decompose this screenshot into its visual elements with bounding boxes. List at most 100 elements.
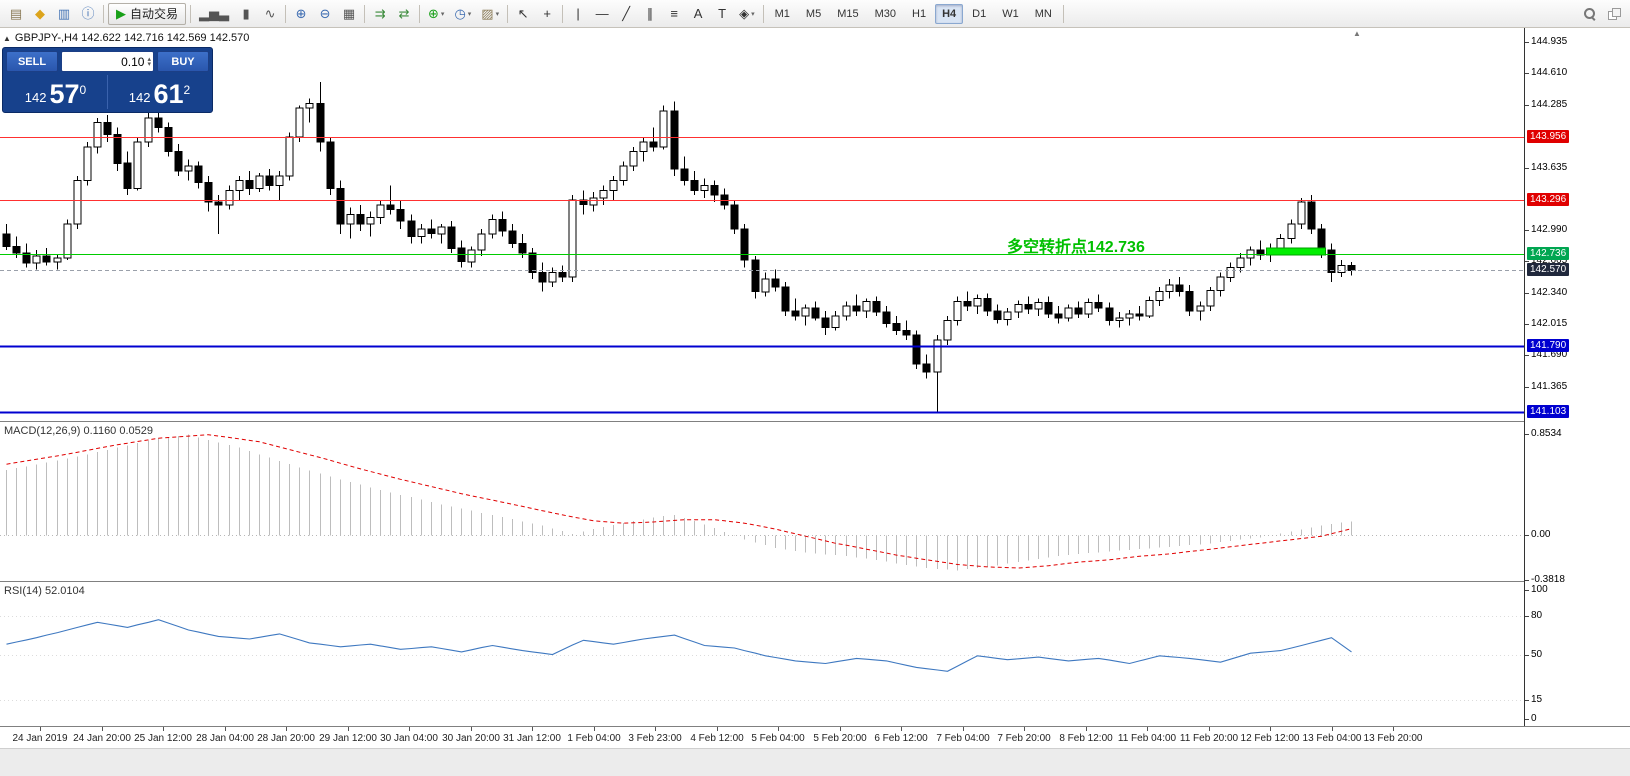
time-tick: [594, 727, 595, 731]
rsi-axis-tick: [1525, 590, 1529, 591]
text-button[interactable]: A: [687, 3, 709, 25]
zoom-in-icon: ⊕: [295, 6, 307, 21]
chart-shift-marker-icon: ▲: [1353, 29, 1361, 38]
candle-body: [1276, 238, 1285, 249]
volume-field[interactable]: 0.10 ▴ ▾: [61, 51, 154, 72]
market-watch-button[interactable]: ▥: [53, 3, 75, 25]
time-tick: [655, 727, 656, 731]
templates-button[interactable]: ▨ ▾: [477, 3, 503, 25]
fibonacci-button[interactable]: ≡: [663, 3, 685, 25]
toolbar-group-chart-type: ▂▅▃ ▮ ∿: [195, 3, 281, 25]
candle-body: [872, 300, 881, 313]
time-axis[interactable]: 24 Jan 2019 24 Jan 20:00 25 Jan 12:00 28 Ja…: [0, 726, 1630, 748]
toolbar-separator: [285, 4, 287, 23]
timeframe-m15[interactable]: M15: [837, 7, 859, 20]
timeframe-h1[interactable]: H1: [912, 7, 927, 20]
line-chart-button[interactable]: ∿: [259, 3, 281, 25]
search-button[interactable]: [1579, 3, 1601, 25]
candle-body: [1175, 284, 1184, 293]
candle-body: [255, 175, 264, 189]
toolbar-separator: [562, 4, 564, 23]
sell-price[interactable]: 142 57 0: [6, 75, 105, 109]
cursor-button[interactable]: ↖: [512, 3, 534, 25]
timeframe-m1[interactable]: M1: [774, 7, 790, 20]
chart-shift-button[interactable]: ⇄: [393, 3, 415, 25]
candle-body: [295, 107, 304, 138]
rsi-axis-tick: [1525, 655, 1529, 656]
indicators-button[interactable]: ⊕ ▾: [424, 3, 448, 25]
candle-body: [1094, 301, 1103, 309]
autotrading-button-button[interactable]: ▶ 自动交易: [108, 2, 187, 25]
periods-button[interactable]: ◷ ▾: [450, 3, 475, 25]
sell-button[interactable]: SELL: [6, 51, 58, 72]
time-tick-label: 24 Jan 2019: [12, 733, 68, 744]
main-chart-pane[interactable]: ▲ GBPJPY-,H4 142.622 142.716 142.569 142…: [0, 28, 1524, 421]
candle-body: [83, 146, 92, 182]
buy-price[interactable]: 142 61 2: [110, 75, 209, 109]
zoom-out-button[interactable]: ⊖: [314, 3, 336, 25]
pivot-annotation[interactable]: 多空转折点142.736: [1007, 239, 1145, 256]
candle-body: [892, 323, 901, 331]
price-axis[interactable]: 144.935 144.610 144.285 143.635 142.990 142.6…: [1524, 28, 1630, 726]
candle-body: [1105, 307, 1114, 322]
new-window-button[interactable]: [1603, 3, 1625, 25]
time-tick-label: 1 Feb 04:00: [567, 733, 621, 744]
volume-spinner[interactable]: ▴ ▾: [147, 55, 151, 68]
text-icon: A: [693, 6, 703, 21]
time-tick: [1024, 727, 1025, 731]
auto-scroll-button[interactable]: ⇉: [369, 3, 391, 25]
sell-price-sup: 0: [79, 83, 87, 97]
tile-windows-button[interactable]: ▦: [338, 3, 360, 25]
toolbar-separator: [190, 4, 192, 23]
rsi-pane[interactable]: RSI(14) 52.0104: [0, 581, 1524, 726]
time-tick-label: 13 Feb 04:00: [1302, 733, 1362, 744]
candle-body: [993, 310, 1002, 321]
candlestick-chart-button[interactable]: ▮: [235, 3, 257, 25]
shapes-button[interactable]: ◈ ▾: [735, 3, 759, 25]
auto-scroll-icon: ⇉: [374, 6, 386, 21]
bar-chart-button[interactable]: ▂▅▃: [195, 3, 233, 25]
pivot-highlight-segment[interactable]: [1266, 247, 1326, 256]
data-window-button[interactable]: ⓘ: [77, 3, 99, 25]
candle-body: [467, 249, 476, 263]
shapes-icon: ◈: [739, 6, 750, 21]
toolbar-separator: [762, 4, 764, 23]
timeframe-m5[interactable]: M5: [805, 7, 822, 20]
symbol-info: ▲ GBPJPY-,H4 142.622 142.716 142.569 142…: [3, 32, 249, 44]
candle-body: [902, 329, 911, 336]
price-badge: 143.296: [1527, 193, 1570, 206]
oct-collapse-toggle[interactable]: ▲: [3, 33, 11, 43]
crosshair-button[interactable]: +: [536, 3, 558, 25]
horizontal-line-button[interactable]: —: [591, 3, 613, 25]
chart-profiles-button[interactable]: ◆: [29, 3, 51, 25]
time-tick-label: 6 Feb 12:00: [874, 733, 928, 744]
timeframe-h4[interactable]: H4: [935, 3, 964, 24]
new-order-button[interactable]: ▤: [5, 3, 27, 25]
channel-button[interactable]: ∥: [639, 3, 661, 25]
price-tick-label: 143.635: [1531, 162, 1568, 173]
trendline-button[interactable]: ╱: [615, 3, 637, 25]
text-label-button[interactable]: T: [711, 3, 733, 25]
time-tick-label: 24 Jan 20:00: [73, 733, 131, 744]
templates-icon: ▨: [481, 6, 494, 21]
timeframe-d1[interactable]: D1: [972, 7, 987, 20]
candle-body: [538, 271, 547, 283]
search-icon: [1584, 7, 1596, 20]
zoom-in-button[interactable]: ⊕: [290, 3, 312, 25]
price-tick-label: 142.340: [1531, 287, 1568, 298]
time-tick: [963, 727, 964, 731]
timeframe-w1[interactable]: W1: [1002, 7, 1019, 20]
volume-down-icon[interactable]: ▾: [147, 60, 151, 68]
volume-up-icon[interactable]: ▴: [147, 55, 151, 63]
macd-pane[interactable]: MACD(12,26,9) 0.1160 0.0529: [0, 421, 1524, 581]
dropdown-caret-icon: ▾: [440, 10, 445, 18]
buy-price-main: 142: [128, 90, 151, 105]
text-label-icon: T: [718, 6, 727, 21]
candle-body: [1226, 267, 1235, 278]
candle-body: [2, 233, 11, 247]
toolbar-group-autotrading: ▶ 自动交易: [108, 2, 187, 25]
timeframe-mn[interactable]: MN: [1034, 7, 1052, 20]
buy-button[interactable]: BUY: [157, 51, 209, 72]
vertical-line-button[interactable]: |: [567, 3, 589, 25]
timeframe-m30[interactable]: M30: [874, 7, 896, 20]
